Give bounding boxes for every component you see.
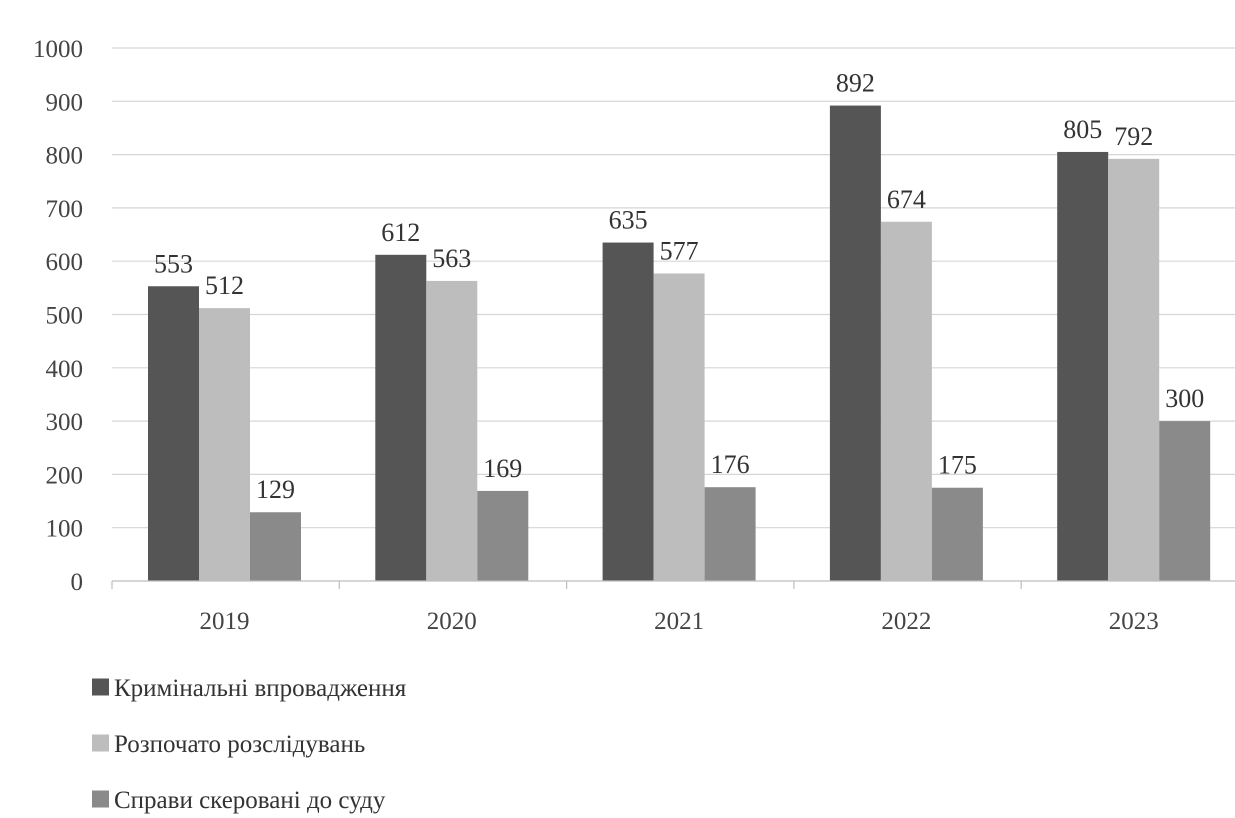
data-label: 805 <box>1063 115 1102 144</box>
legend-label: Кримінальні впровадження <box>114 675 407 702</box>
y-tick-label: 300 <box>46 409 84 436</box>
data-labels: 553 612 635 892 805 512 563 577 674 792 129 169 176 1… <box>154 69 1204 505</box>
bar-2020-series-1 <box>375 254 427 581</box>
y-tick-label: 400 <box>46 356 84 383</box>
data-label: 892 <box>836 69 875 98</box>
y-tick-label: 700 <box>46 196 84 223</box>
legend-item-1: Кримінальні впровадження <box>92 675 407 702</box>
bar-2019-series-2 <box>199 308 250 581</box>
y-tick-label: 200 <box>46 462 84 489</box>
legend-swatch <box>92 734 109 752</box>
x-axis-tick-labels: 2019 2020 2021 2022 2023 <box>200 608 1159 635</box>
legend-item-2: Розпочато розслідувань <box>92 731 365 758</box>
data-label: 563 <box>432 244 471 273</box>
bar-2021-series-3 <box>704 487 756 581</box>
bar-2019-series-3 <box>250 512 301 581</box>
bar-2021-series-2 <box>653 273 705 581</box>
data-label: 176 <box>711 450 750 479</box>
bar-2023-series-3 <box>1159 421 1211 581</box>
legend-label: Справи скеровані до суду <box>114 787 386 814</box>
data-label: 612 <box>381 218 420 247</box>
x-tick-label: 2019 <box>200 608 250 635</box>
legend-label: Розпочато розслідувань <box>114 731 365 758</box>
y-tick-label: 900 <box>46 89 84 116</box>
data-label: 674 <box>887 185 926 214</box>
data-label: 635 <box>609 206 648 235</box>
y-tick-label: 0 <box>71 569 84 596</box>
data-label: 792 <box>1114 122 1153 151</box>
data-label: 169 <box>483 454 522 483</box>
x-axis <box>111 580 1235 589</box>
bars <box>148 105 1211 582</box>
legend-swatch <box>92 790 109 808</box>
y-tick-label: 600 <box>46 249 84 276</box>
data-label: 553 <box>154 249 193 278</box>
legend-item-3: Справи скеровані до суду <box>92 787 386 814</box>
y-tick-label: 1000 <box>33 36 83 63</box>
x-tick-label: 2020 <box>427 608 477 635</box>
y-tick-label: 500 <box>46 303 84 330</box>
bar-2019-series-1 <box>148 286 199 581</box>
y-tick-label: 800 <box>46 143 84 170</box>
bar-2022-series-2 <box>880 221 932 581</box>
bar-2021-series-1 <box>602 242 654 582</box>
legend-swatch <box>92 678 109 696</box>
data-label: 577 <box>660 236 699 265</box>
bar-2020-series-3 <box>477 490 529 581</box>
x-tick-label: 2021 <box>654 608 704 635</box>
bar-2022-series-3 <box>931 487 983 581</box>
x-tick-label: 2022 <box>881 608 931 635</box>
y-tick-label: 100 <box>46 516 84 543</box>
data-label: 300 <box>1165 384 1204 413</box>
data-label: 175 <box>938 451 977 480</box>
bar-2023-series-2 <box>1108 158 1160 581</box>
data-label: 129 <box>256 475 295 504</box>
bar-2020-series-2 <box>426 280 478 581</box>
bar-2023-series-1 <box>1057 151 1109 581</box>
legend: Кримінальні впровадження Розпочато розслі… <box>92 675 407 814</box>
data-label: 512 <box>205 271 244 300</box>
x-tick-label: 2023 <box>1109 608 1159 635</box>
y-axis-tick-labels: 0 100 200 300 400 500 600 700 800 900 1000 <box>33 36 83 596</box>
bar-2022-series-1 <box>829 105 881 582</box>
